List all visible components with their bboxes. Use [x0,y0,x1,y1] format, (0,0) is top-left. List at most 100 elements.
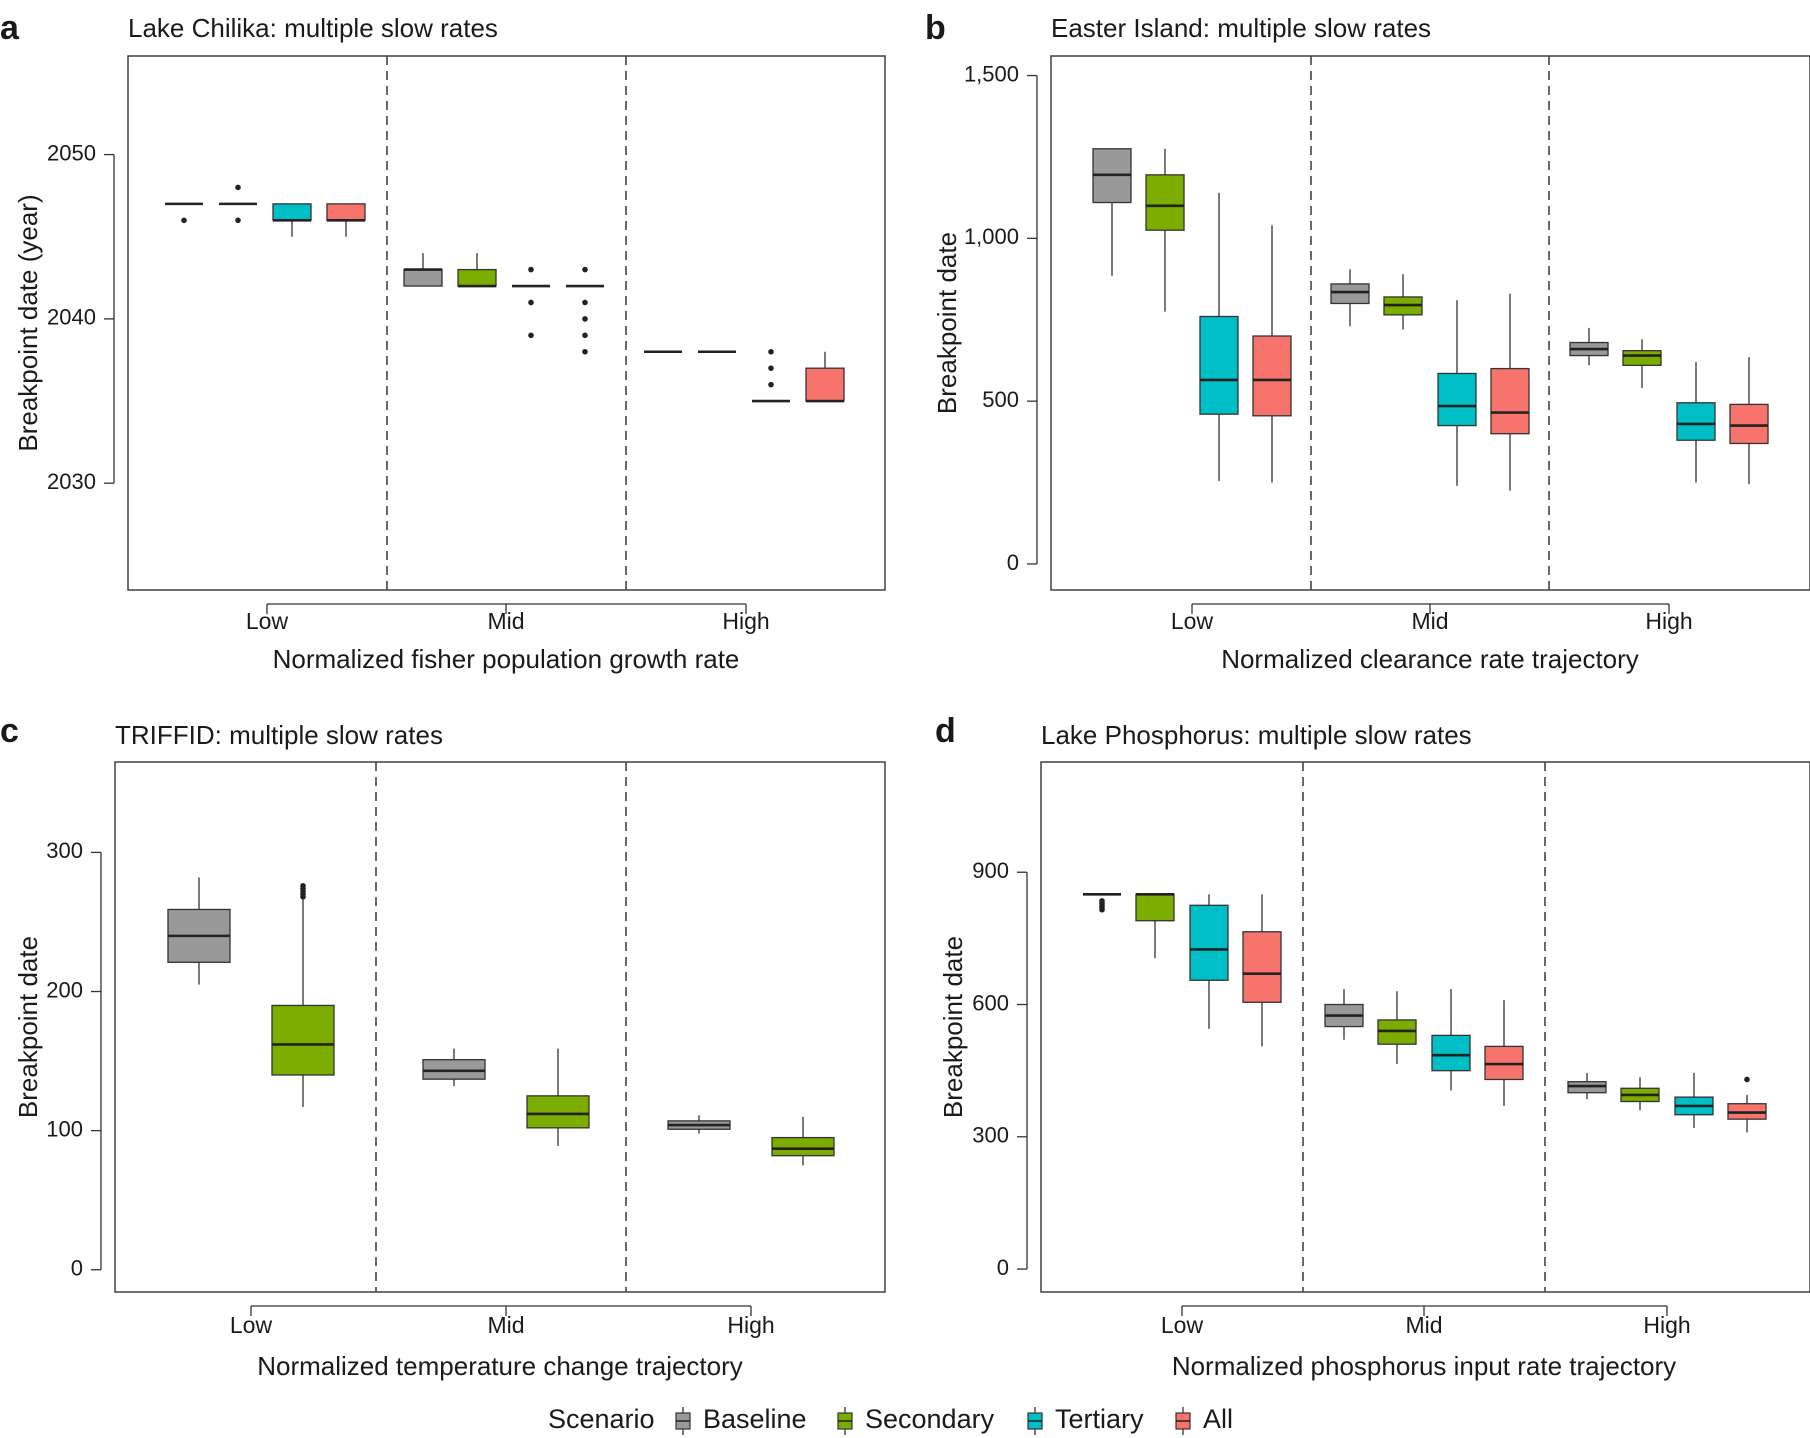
x-tick-label: Low [246,608,289,634]
box-baseline-high [667,1115,731,1134]
box-body [526,1095,590,1129]
box-baseline-mid [1330,269,1370,327]
box-body [1189,904,1229,981]
outlier-point [582,332,588,339]
legend-title: Scenario [548,1404,655,1434]
box-all-mid [1484,1000,1524,1106]
box-body [1199,315,1239,415]
legend-label: Tertiary [1055,1404,1144,1434]
box-body [1242,931,1282,1003]
x-axis-title: Normalized temperature change trajectory [257,1351,743,1381]
chart-title: TRIFFID: multiple slow rates [115,720,443,750]
box-body [271,1004,335,1076]
box-secondary-low [1145,148,1185,312]
x-tick-label: High [722,608,769,634]
outlier-point [1744,1076,1750,1083]
box-tertiary-mid [1437,300,1477,486]
x-axis-title: Normalized fisher population growth rate [273,644,740,674]
outlier-point [582,266,588,273]
outlier-point [528,266,534,273]
panel-letter: a [0,9,20,47]
legend-label: All [1203,1404,1233,1434]
y-tick-label: 900 [972,858,1009,883]
legend-item-secondary: Secondary [837,1404,995,1435]
box-body [1135,893,1175,922]
panel-letter: b [925,9,946,47]
x-tick-label: High [727,1312,774,1338]
y-tick-label: 100 [46,1116,83,1141]
y-tick-label: 0 [997,1255,1009,1280]
box-all-low [326,203,366,237]
box-baseline-high [1567,1072,1607,1100]
box-all-low [1242,894,1282,1047]
box-body [403,268,443,287]
box-baseline-low [1083,892,1121,913]
box-secondary-high [1620,1077,1660,1111]
box-secondary-low [271,883,335,1107]
box-body [1437,372,1477,427]
box-body [457,268,497,287]
y-tick-label: 0 [71,1256,83,1281]
x-axis-title: Normalized phosphorus input rate traject… [1172,1351,1676,1381]
box-baseline-low [165,202,203,224]
chart-title: Easter Island: multiple slow rates [1051,13,1431,43]
x-tick-label: Low [230,1312,273,1338]
box-body [1729,403,1769,445]
y-tick-label: 2040 [47,305,96,330]
box-tertiary-low [1189,894,1229,1029]
box-all-high [805,351,845,403]
chart-panel-d: d Lake Phosphorus: multiple slow rates 0 30… [935,712,1810,1381]
outlier-point [768,365,774,371]
outlier-point [300,883,306,889]
outlier-point [582,299,588,306]
chart-panel-a: a Lake Chilika: multiple slow rates 2030 20… [0,9,886,674]
outlier-point [768,348,774,355]
y-axis-title: Breakpoint date [938,936,968,1118]
box-body [1431,1034,1471,1072]
box-all-high [1729,357,1769,485]
y-tick-label: 200 [46,977,83,1002]
outlier-point [235,217,241,224]
outlier-point [181,217,187,224]
box-baseline-mid [1324,989,1364,1040]
legend-item-tertiary: Tertiary [1027,1404,1144,1435]
box-secondary-high [771,1116,835,1166]
box-all-high [1727,1076,1767,1133]
legend-label: Baseline [703,1404,807,1434]
y-axis-title: Breakpoint date [932,232,962,414]
y-tick-label: 2030 [47,469,96,494]
panel-letter: d [935,712,956,750]
box-tertiary-high [752,348,790,403]
box-secondary-mid [457,253,497,288]
box-tertiary-high [1676,362,1716,483]
panel-letter: c [0,712,19,750]
box-body [1676,402,1716,441]
box-secondary-high [1622,339,1662,389]
outlier-point [528,299,534,306]
outlier-point [582,316,588,322]
box-tertiary-low [272,203,312,237]
y-tick-label: 2050 [47,140,96,165]
legend-item-baseline: Baseline [675,1404,807,1435]
box-body [1252,335,1292,417]
y-tick-label: 500 [982,387,1019,412]
box-tertiary-high [1674,1072,1714,1128]
x-tick-label: Mid [1405,1312,1442,1338]
box-body [422,1059,486,1080]
y-axis-title: Breakpoint date [13,936,43,1118]
chart-title: Lake Chilika: multiple slow rates [128,13,498,43]
box-body [805,367,845,402]
box-body [326,203,366,221]
legend-item-all: All [1175,1404,1233,1435]
box-tertiary-low [1199,192,1239,481]
box-body [272,203,312,221]
box-secondary-mid [526,1048,590,1146]
box-all-mid [1490,293,1530,491]
box-body [771,1136,835,1157]
y-tick-label: 600 [972,990,1009,1015]
box-secondary-mid [1383,274,1423,330]
box-all-low [1252,225,1292,483]
y-tick-label: 300 [46,838,83,863]
y-tick-label: 1,000 [964,224,1019,249]
